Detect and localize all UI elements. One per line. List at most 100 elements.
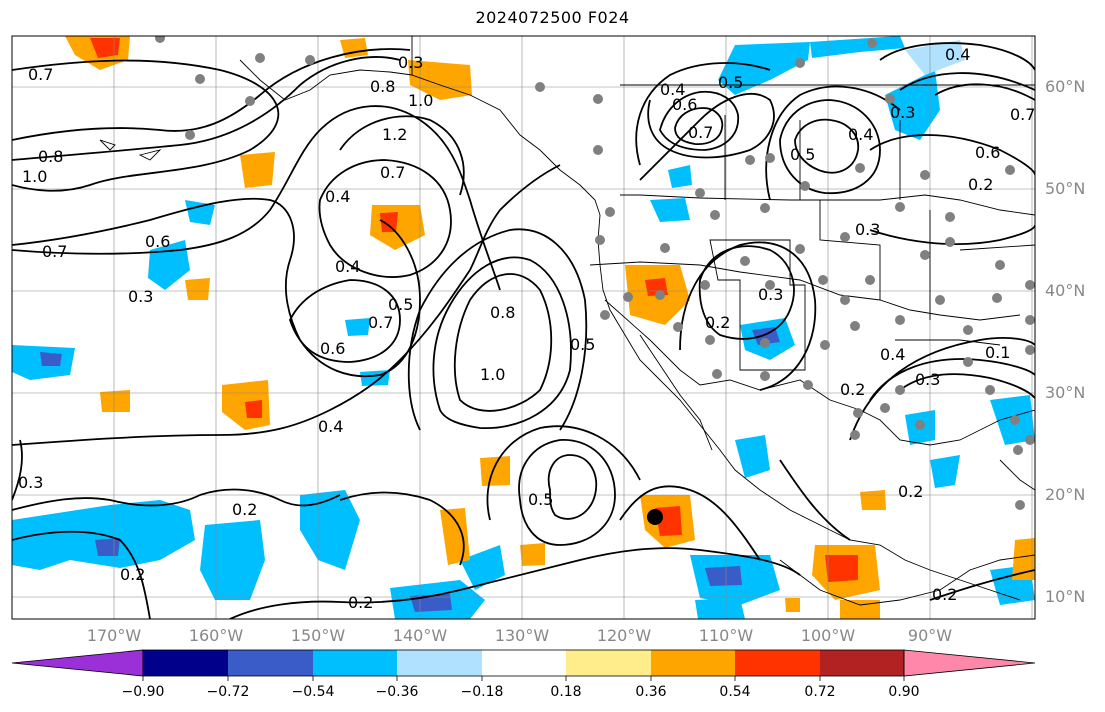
cyclone-center-marker — [647, 509, 663, 525]
coastlines — [99, 36, 1035, 606]
latitude-label: 10°N — [1045, 587, 1086, 606]
negative-shade — [695, 598, 745, 619]
contour-label: 0.4 — [335, 257, 360, 276]
negative-shade — [810, 36, 905, 58]
longitude-label: 130°W — [494, 626, 550, 645]
positive-shade — [825, 555, 858, 582]
contour-label: 0.7 — [380, 163, 405, 182]
colorbar-segment — [313, 650, 397, 676]
colorbar-max-arrow — [903, 649, 1036, 677]
colorbar-segment — [820, 650, 904, 676]
longitude-label: 120°W — [596, 626, 652, 645]
contour-lines — [12, 42, 1035, 619]
colorbar-tick-label: 0.54 — [719, 684, 751, 700]
contour-label: 0.1 — [985, 343, 1010, 362]
colorbar-segment — [143, 650, 228, 676]
negative-shade — [705, 566, 742, 586]
longitude-label: 150°W — [290, 626, 346, 645]
contour-label: 0.2 — [840, 380, 865, 399]
colorbar — [11, 649, 1036, 681]
colorbar-segment — [482, 650, 566, 676]
positive-shade — [785, 598, 800, 612]
contour-label: 0.3 — [758, 285, 783, 304]
colorbar-tick-label: −0.36 — [375, 684, 419, 700]
contour-label: 1.0 — [480, 365, 505, 384]
contour-label: 0.3 — [915, 370, 940, 389]
contour-label: 0.6 — [145, 232, 170, 251]
contour-label: 0.7 — [688, 123, 713, 142]
colorbar-tick-label: −0.54 — [291, 684, 335, 700]
contour-label: 0.4 — [945, 45, 970, 64]
colorbar-tick-label: 0.36 — [635, 684, 667, 700]
contour-label: 0.3 — [855, 220, 880, 239]
contour-label: 0.3 — [890, 103, 915, 122]
colorbar-segment — [651, 650, 735, 676]
colorbar-tick-label: −0.72 — [206, 684, 250, 700]
positive-shade — [185, 278, 210, 300]
latitude-label: 20°N — [1045, 485, 1086, 504]
positive-shade — [245, 400, 262, 418]
contour-label: 0.3 — [128, 287, 153, 306]
contour-label: 0.2 — [348, 593, 373, 612]
map-title: 2024072500 F024 — [475, 8, 630, 27]
contour-label: 0.7 — [28, 65, 53, 84]
colorbar-segment — [735, 650, 820, 676]
longitude-label: 110°W — [698, 626, 754, 645]
colorbar-tick-label: −0.18 — [460, 684, 504, 700]
colorbar-tick-label: 0.72 — [804, 684, 836, 700]
negative-shade — [345, 318, 370, 336]
latitude-label: 50°N — [1045, 179, 1086, 198]
positive-shade — [370, 205, 425, 250]
contour-label: 0.5 — [528, 490, 553, 509]
negative-shade — [185, 200, 215, 225]
positive-shade — [860, 490, 886, 510]
negative-shade — [885, 70, 940, 140]
contour-label: 0.2 — [968, 175, 993, 194]
contour-label: 0.7 — [368, 313, 393, 332]
contour-label: 0.4 — [848, 125, 873, 144]
negative-shade — [905, 40, 965, 75]
latitude-label: 30°N — [1045, 383, 1086, 402]
positive-shade — [1012, 538, 1035, 580]
negative-shade — [735, 435, 770, 478]
colorbar-tick-label: −0.90 — [121, 684, 165, 700]
negative-shade — [460, 545, 505, 590]
contour-label: 1.2 — [382, 125, 407, 144]
longitude-label: 170°W — [86, 626, 142, 645]
contour-label: 0.3 — [398, 53, 423, 72]
positive-shade — [440, 508, 470, 565]
colorbar-tick-label: 0.18 — [550, 684, 582, 700]
shaded-areas — [12, 36, 1035, 619]
contour-label: 0.8 — [490, 303, 515, 322]
positive-shade — [100, 390, 130, 412]
contour-label: 0.2 — [898, 482, 923, 501]
contour-label: 1.0 — [408, 91, 433, 110]
colorbar-segment — [397, 650, 482, 676]
contour-label: 0.2 — [932, 585, 957, 604]
contour-label: 0.4 — [318, 417, 343, 436]
negative-shade — [40, 352, 62, 366]
contour-label: 0.6 — [320, 339, 345, 358]
longitude-label: 100°W — [800, 626, 856, 645]
contour-label: 0.4 — [880, 345, 905, 364]
colorbar-segment — [566, 650, 651, 676]
contour-label: 0.4 — [660, 80, 685, 99]
negative-shade — [668, 165, 692, 188]
contour-label: 0.7 — [42, 242, 67, 261]
positive-shade — [520, 543, 545, 566]
station-dots — [155, 36, 1035, 510]
colorbar-frame — [142, 649, 905, 677]
contour-label: 0.3 — [18, 473, 43, 492]
colorbar-tick-label: 0.90 — [888, 684, 920, 700]
contour-label: 0.8 — [38, 147, 63, 166]
contour-label: 0.5 — [570, 335, 595, 354]
contour-label: 0.8 — [370, 77, 395, 96]
contour-label: 0.5 — [790, 145, 815, 164]
negative-shade — [300, 490, 360, 570]
positive-shade — [380, 212, 398, 232]
longitude-label: 90°W — [907, 626, 953, 645]
latitude-label: 60°N — [1045, 77, 1086, 96]
positive-shade — [480, 456, 510, 486]
contour-label: 0.6 — [975, 143, 1000, 162]
